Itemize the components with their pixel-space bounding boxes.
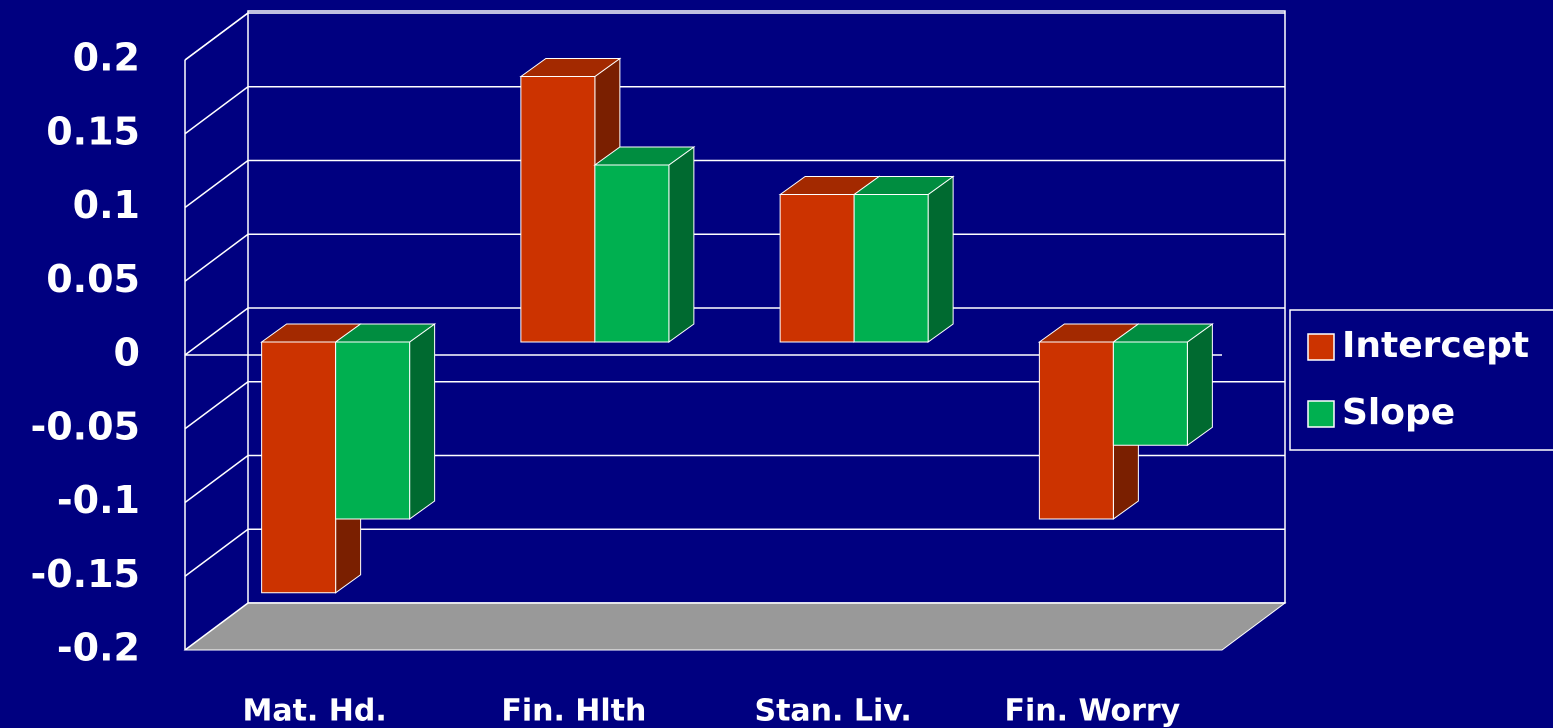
- bar: [335, 341, 411, 520]
- legend-label: Intercept: [1342, 325, 1529, 366]
- bar: [594, 164, 670, 343]
- y-tick-label: 0.1: [73, 183, 140, 227]
- y-tick-label: -0.1: [57, 478, 140, 522]
- bar: [261, 341, 337, 594]
- bar-side: [668, 146, 695, 343]
- bar: [853, 194, 929, 343]
- legend-swatch: [1307, 333, 1335, 361]
- y-tick-label: 0: [114, 331, 140, 375]
- grid-line-side: [184, 86, 249, 135]
- grid-line-side: [184, 454, 249, 504]
- floor: [183, 602, 1287, 651]
- grid-line-side: [184, 233, 249, 282]
- bar: [520, 76, 596, 343]
- legend-swatch: [1307, 400, 1335, 428]
- grid-line-side: [184, 307, 249, 356]
- y-tick-label: -0.05: [30, 404, 140, 448]
- grid-line-side: [184, 159, 249, 209]
- grid-line-side: [184, 602, 249, 651]
- y-tick-label: 0.2: [73, 36, 140, 80]
- y-tick-label: -0.15: [30, 552, 140, 596]
- bar: [1038, 341, 1114, 520]
- grid-line-side: [184, 381, 249, 430]
- x-tick-label: Fin. Worry: [1004, 694, 1180, 728]
- y-tick-label: -0.2: [57, 626, 140, 670]
- bar: [779, 194, 855, 343]
- grid-line-side: [184, 528, 249, 577]
- bar-side: [927, 175, 954, 343]
- bar-side: [409, 323, 436, 520]
- bar: [1112, 341, 1188, 446]
- x-tick-label: Stan. Liv.: [754, 694, 911, 728]
- legend-label: Slope: [1342, 392, 1455, 433]
- bar-side: [1186, 323, 1213, 447]
- x-tick-label: Fin. Hlth: [501, 694, 646, 728]
- x-tick-label: Mat. Hd.: [242, 694, 386, 728]
- y-tick-label: 0.15: [46, 109, 140, 153]
- y-tick-label: 0.05: [46, 257, 140, 301]
- grid-line-side: [184, 12, 249, 61]
